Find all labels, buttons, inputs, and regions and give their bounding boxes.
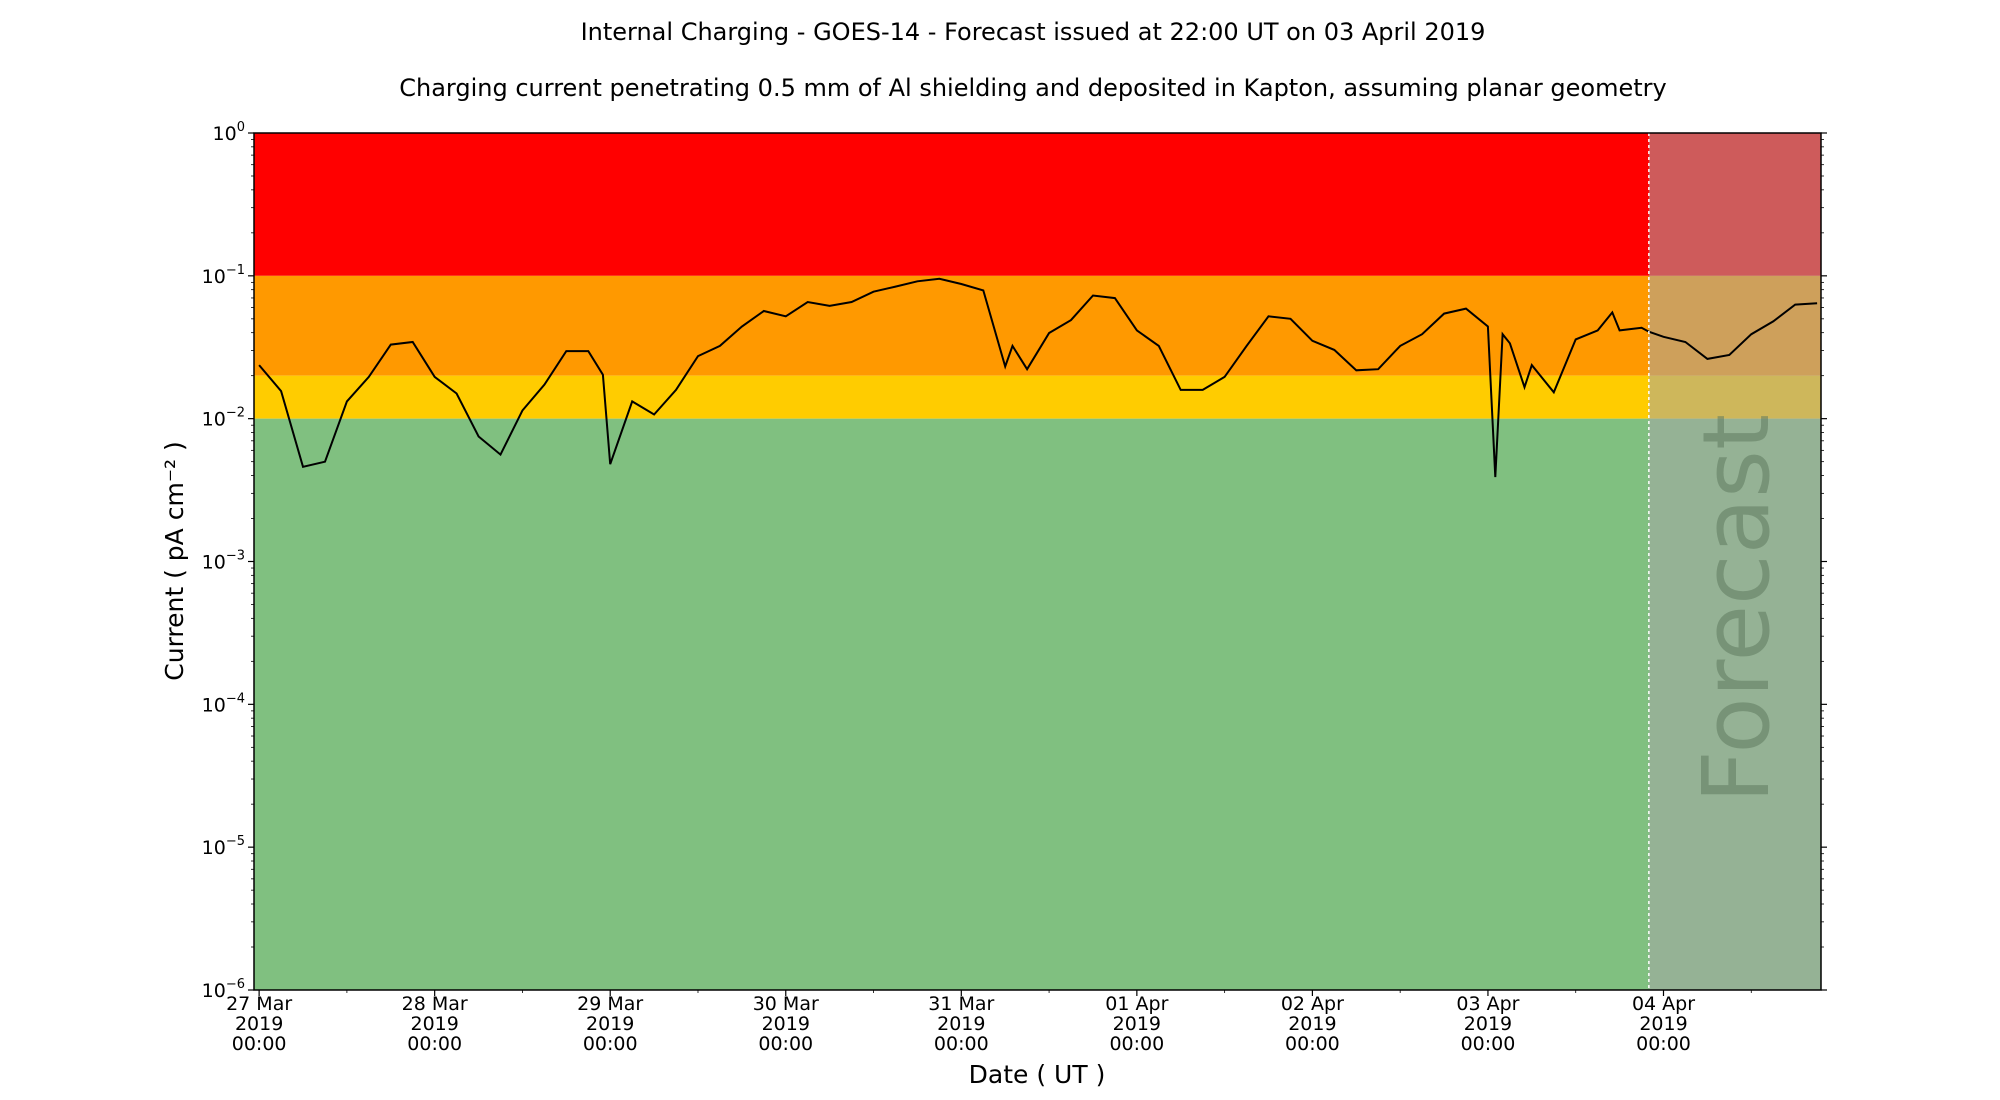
threshold-band xyxy=(254,275,1821,376)
x-tick-label: 02 Apr 2019 00:00 xyxy=(1281,993,1344,1055)
x-tick-label-line: 01 Apr xyxy=(1105,993,1168,1015)
y-tick-base: 10 xyxy=(202,837,226,859)
y-tick-exponent: 0 xyxy=(237,120,245,135)
y-tick-exponent: −4 xyxy=(226,691,245,706)
x-tick-label: 28 Mar 2019 00:00 xyxy=(402,993,468,1055)
threshold-band xyxy=(254,375,1821,419)
y-tick-label: 10−5 xyxy=(202,834,245,859)
y-tick-label: 10−2 xyxy=(202,406,245,431)
x-axis-label: Date ( UT ) xyxy=(969,1060,1106,1089)
x-tick-label-line: 03 Apr xyxy=(1456,993,1519,1015)
x-tick-label-line: 27 Mar xyxy=(226,993,292,1015)
x-tick-label-line: 00:00 xyxy=(758,1033,813,1055)
y-tick-exponent: −2 xyxy=(226,406,245,421)
x-tick-label-line: 02 Apr xyxy=(1281,993,1344,1015)
y-tick-exponent: −6 xyxy=(226,977,245,992)
x-tick-label-line: 2019 xyxy=(235,1013,283,1035)
y-tick-base: 10 xyxy=(202,980,226,1002)
y-tick-label: 10−3 xyxy=(202,549,245,574)
x-tick-label-line: 00:00 xyxy=(1461,1033,1516,1055)
x-tick-label-line: 2019 xyxy=(1639,1013,1687,1035)
x-tick-label: 31 Mar 2019 00:00 xyxy=(928,993,994,1055)
y-axis-label: Current ( pA cm⁻² ) xyxy=(160,441,189,680)
x-tick-label: 03 Apr 2019 00:00 xyxy=(1456,993,1519,1055)
current-series-line xyxy=(258,277,1818,478)
y-tick-label: 10−4 xyxy=(202,691,245,716)
y-tick-exponent: −5 xyxy=(226,834,245,849)
x-tick-label-line: 00:00 xyxy=(1109,1033,1164,1055)
x-tick-label-line: 00:00 xyxy=(583,1033,638,1055)
x-tick-label-line: 00:00 xyxy=(407,1033,462,1055)
y-tick-label: 10−1 xyxy=(202,263,245,288)
x-tick-label-line: 2019 xyxy=(586,1013,634,1035)
x-tick-label: 29 Mar 2019 00:00 xyxy=(577,993,643,1055)
y-tick-label: 100 xyxy=(213,120,245,145)
x-tick-label-line: 2019 xyxy=(937,1013,985,1035)
chart-subtitle: Charging current penetrating 0.5 mm of A… xyxy=(399,74,1667,102)
x-tick-label: 01 Apr 2019 00:00 xyxy=(1105,993,1168,1055)
x-tick-label-line: 00:00 xyxy=(934,1033,989,1055)
x-tick-label-line: 00:00 xyxy=(1636,1033,1691,1055)
x-tick-label: 27 Mar 2019 00:00 xyxy=(226,993,292,1055)
x-tick-label-line: 00:00 xyxy=(1285,1033,1340,1055)
x-tick-label-line: 00:00 xyxy=(232,1033,287,1055)
y-tick-exponent: −3 xyxy=(226,549,245,564)
x-tick-label-line: 30 Mar xyxy=(753,993,819,1015)
y-tick-base: 10 xyxy=(202,552,226,574)
forecast-label: Forecast xyxy=(1683,414,1790,803)
x-tick-label-line: 31 Mar xyxy=(928,993,994,1015)
y-tick-base: 10 xyxy=(202,694,226,716)
y-tick-exponent: −1 xyxy=(226,263,245,278)
x-tick-label: 30 Mar 2019 00:00 xyxy=(753,993,819,1055)
x-tick-label-line: 2019 xyxy=(762,1013,810,1035)
y-tick-base: 10 xyxy=(213,123,237,145)
threshold-band xyxy=(254,133,1821,276)
x-tick-label-line: 2019 xyxy=(1464,1013,1512,1035)
x-tick-label-line: 04 Apr xyxy=(1632,993,1695,1015)
forecast-region xyxy=(1648,133,1821,990)
threshold-band xyxy=(254,418,1821,991)
x-tick-label-line: 2019 xyxy=(1288,1013,1336,1035)
x-tick-label-line: 2019 xyxy=(1113,1013,1161,1035)
chart-title: Internal Charging - GOES-14 - Forecast i… xyxy=(581,18,1486,46)
threshold-bands xyxy=(254,133,1821,991)
x-tick-label-line: 2019 xyxy=(410,1013,458,1035)
y-tick-base: 10 xyxy=(202,266,226,288)
y-tick-base: 10 xyxy=(202,409,226,431)
x-tick-label-line: 29 Mar xyxy=(577,993,643,1015)
x-tick-label: 04 Apr 2019 00:00 xyxy=(1632,993,1695,1055)
x-tick-label-line: 28 Mar xyxy=(402,993,468,1015)
y-tick-label: 10−6 xyxy=(202,977,245,1002)
forecast-overlay xyxy=(1648,133,1821,990)
